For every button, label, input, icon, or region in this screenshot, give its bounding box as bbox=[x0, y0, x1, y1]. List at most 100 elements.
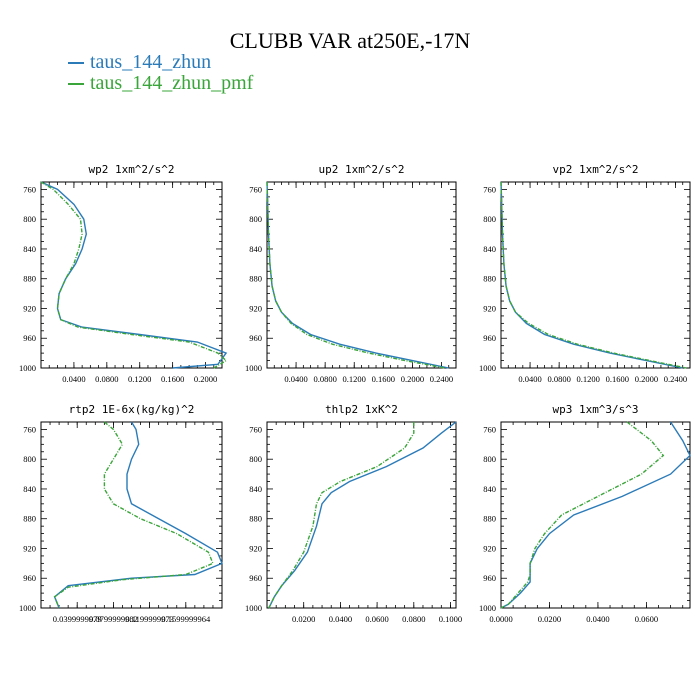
series-line bbox=[40, 181, 228, 369]
x-tick-label: 0.0400 bbox=[329, 614, 352, 624]
x-tick-label: 0.1200 bbox=[128, 374, 151, 384]
x-tick-label: 0.2400 bbox=[664, 374, 687, 384]
y-tick-label: 1000 bbox=[479, 363, 496, 373]
x-tick-label: 0.0200 bbox=[538, 614, 561, 624]
y-tick-label: 880 bbox=[23, 274, 36, 284]
x-tick-label: 0.1600 bbox=[161, 374, 184, 384]
figure-title: CLUBB VAR at250E,-17N bbox=[229, 28, 471, 53]
y-tick-label: 840 bbox=[23, 244, 36, 254]
panel-frame bbox=[500, 421, 691, 609]
panel-frame bbox=[40, 421, 223, 609]
y-tick-label: 1000 bbox=[245, 363, 262, 373]
series-line bbox=[268, 421, 457, 609]
x-tick-label: 0.1199999973 bbox=[125, 614, 174, 624]
x-tick-label: 0.1000 bbox=[439, 614, 462, 624]
y-tick-label: 920 bbox=[23, 303, 36, 313]
x-tick-label: 0.0400 bbox=[518, 374, 541, 384]
legend-item-zhun: taus_144_zhun bbox=[68, 52, 253, 73]
y-tick-label: 840 bbox=[249, 244, 262, 254]
x-tick-label: 0.1200 bbox=[343, 374, 366, 384]
x-tick-label: 0.0600 bbox=[365, 614, 388, 624]
y-tick-label: 800 bbox=[249, 214, 262, 224]
x-tick-label: 0.0800 bbox=[402, 614, 425, 624]
y-tick-label: 880 bbox=[249, 274, 262, 284]
panel-title: rtp2 1E-6x(kg/kg)^2 bbox=[69, 403, 195, 416]
y-tick-label: 960 bbox=[249, 333, 262, 343]
x-tick-label: 0.1599999964 bbox=[161, 614, 211, 624]
x-tick-label: 0.0800 bbox=[95, 374, 118, 384]
series-line bbox=[266, 181, 446, 369]
y-tick-label: 960 bbox=[23, 573, 36, 583]
y-tick-label: 800 bbox=[249, 454, 262, 464]
legend: taus_144_zhun taus_144_zhun_pmf bbox=[68, 52, 253, 94]
legend-label-zhun-pmf: taus_144_zhun_pmf bbox=[90, 72, 254, 94]
series-line bbox=[500, 181, 683, 369]
panel-frame bbox=[500, 181, 691, 369]
panel-title: wp2 1xm^2/s^2 bbox=[88, 163, 174, 176]
y-tick-label: 880 bbox=[23, 514, 36, 524]
x-tick-label: 0.2000 bbox=[635, 374, 658, 384]
legend-swatch-zhun bbox=[68, 62, 84, 65]
x-tick-label: 0.2400 bbox=[430, 374, 453, 384]
legend-swatch-zhun-pmf bbox=[68, 83, 84, 86]
y-tick-label: 760 bbox=[249, 184, 262, 194]
y-tick-label: 760 bbox=[483, 184, 496, 194]
y-tick-label: 960 bbox=[23, 333, 36, 343]
y-tick-label: 960 bbox=[483, 333, 496, 343]
y-tick-label: 800 bbox=[23, 214, 36, 224]
y-tick-label: 800 bbox=[483, 454, 496, 464]
panel-title: up2 1xm^2/s^2 bbox=[318, 163, 404, 176]
y-tick-label: 1000 bbox=[245, 603, 262, 613]
panel-title: vp2 1xm^2/s^2 bbox=[552, 163, 638, 176]
y-tick-label: 920 bbox=[483, 543, 496, 553]
y-tick-label: 880 bbox=[483, 514, 496, 524]
x-tick-label: 0.0399999979 bbox=[53, 614, 102, 624]
y-tick-label: 840 bbox=[249, 484, 262, 494]
series-line bbox=[53, 421, 214, 609]
panel-title: wp3 1xm^3/s^3 bbox=[552, 403, 638, 416]
y-tick-label: 920 bbox=[483, 303, 496, 313]
y-tick-label: 1000 bbox=[19, 603, 36, 613]
panel-frame bbox=[266, 181, 457, 369]
y-tick-label: 1000 bbox=[479, 603, 496, 613]
y-tick-label: 760 bbox=[23, 184, 36, 194]
y-tick-label: 840 bbox=[483, 244, 496, 254]
y-tick-label: 960 bbox=[483, 573, 496, 583]
y-tick-label: 800 bbox=[23, 454, 36, 464]
y-tick-label: 920 bbox=[249, 303, 262, 313]
x-tick-label: 0.0800 bbox=[313, 374, 336, 384]
series-line bbox=[500, 421, 665, 609]
x-tick-label: 0.0600 bbox=[635, 614, 658, 624]
series-line bbox=[500, 421, 691, 609]
x-tick-label: 0.0400 bbox=[586, 614, 609, 624]
panel-title: thlp2 1xK^2 bbox=[325, 403, 398, 416]
y-tick-label: 760 bbox=[249, 424, 262, 434]
series-line bbox=[53, 421, 223, 609]
legend-item-zhun-pmf: taus_144_zhun_pmf bbox=[68, 73, 253, 94]
x-tick-label: 0.2000 bbox=[401, 374, 424, 384]
legend-label-zhun: taus_144_zhun bbox=[90, 51, 212, 73]
x-tick-label: 0.2000 bbox=[194, 374, 217, 384]
panel-frame bbox=[266, 421, 457, 609]
series-line bbox=[266, 181, 449, 369]
y-tick-label: 880 bbox=[483, 274, 496, 284]
x-tick-label: 0.0000 bbox=[489, 614, 512, 624]
y-tick-label: 760 bbox=[483, 424, 496, 434]
series-line bbox=[40, 181, 228, 369]
y-tick-label: 1000 bbox=[19, 363, 36, 373]
y-tick-label: 760 bbox=[23, 424, 36, 434]
x-tick-label: 0.0400 bbox=[284, 374, 307, 384]
series-line bbox=[268, 422, 415, 609]
x-tick-label: 0.0799999982 bbox=[89, 614, 138, 624]
x-tick-label: 0.0400 bbox=[62, 374, 85, 384]
y-tick-label: 920 bbox=[249, 543, 262, 553]
y-tick-label: 920 bbox=[23, 543, 36, 553]
y-tick-label: 800 bbox=[483, 214, 496, 224]
y-tick-label: 960 bbox=[249, 573, 262, 583]
series-line bbox=[500, 181, 687, 369]
y-tick-label: 840 bbox=[483, 484, 496, 494]
x-tick-label: 0.1600 bbox=[606, 374, 629, 384]
y-tick-label: 840 bbox=[23, 484, 36, 494]
x-tick-label: 0.0200 bbox=[292, 614, 315, 624]
